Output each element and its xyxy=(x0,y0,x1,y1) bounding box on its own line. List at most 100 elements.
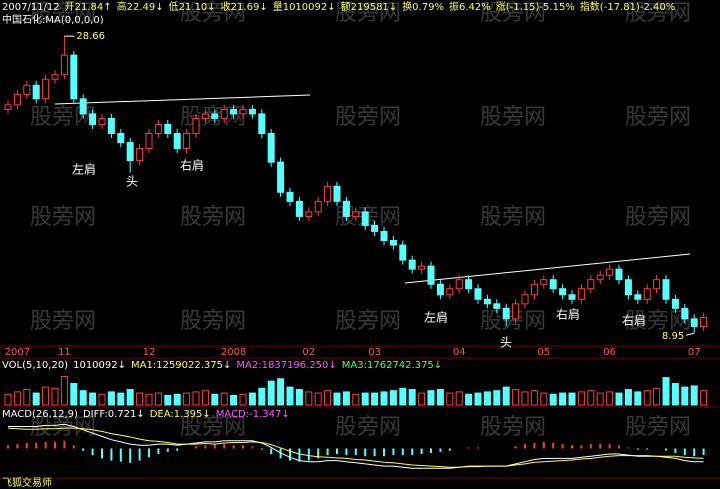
volume-bar xyxy=(342,391,350,406)
volume-bar xyxy=(314,392,322,406)
candle-body xyxy=(107,117,115,135)
candle-body xyxy=(164,123,172,135)
volume-bar xyxy=(559,392,567,406)
volume-bar xyxy=(549,393,557,406)
volume-bar xyxy=(89,392,97,406)
candle-body xyxy=(568,294,576,300)
candle-body xyxy=(192,117,200,135)
volume-bar xyxy=(681,386,689,406)
volume-bar xyxy=(530,390,538,406)
header-item: 开21.84↑ xyxy=(65,2,112,13)
x-tick-label: 02 xyxy=(302,347,315,358)
candle-body xyxy=(634,294,642,300)
volume-bar xyxy=(192,391,200,406)
volume-bar xyxy=(418,392,426,406)
footer: 飞狐交易师 xyxy=(2,476,52,489)
header-item: DIFF:0.721↓ xyxy=(83,409,145,420)
volume-bar xyxy=(201,390,209,406)
volume-bar xyxy=(671,383,679,406)
candle-body xyxy=(389,240,397,246)
candle-body xyxy=(465,279,473,290)
candle-body xyxy=(615,268,623,281)
volume-bar xyxy=(248,392,256,406)
header-item: MA1:1259022.375↓ xyxy=(131,360,231,371)
volume-bar xyxy=(361,392,369,406)
macd-line xyxy=(7,427,704,468)
volume-bar xyxy=(23,389,31,406)
watermark: 股旁网 xyxy=(480,205,546,230)
header-item: DEA:1.395↓ xyxy=(150,409,211,420)
x-tick-label: 04 xyxy=(453,347,466,358)
header-item: 涨(-1.15)-5.15% xyxy=(496,1,575,13)
candle-body xyxy=(32,84,40,100)
candle-body xyxy=(690,318,698,327)
x-tick-label: 03 xyxy=(368,347,381,358)
volume-bar xyxy=(577,391,585,406)
header-item: 2007/11/12 xyxy=(2,2,60,13)
volume-bar xyxy=(211,393,219,406)
volume-bar xyxy=(653,387,661,406)
candle-body xyxy=(577,288,585,300)
candle-body xyxy=(371,224,379,232)
candle-body xyxy=(79,98,87,115)
volume-header: VOL(5,10,20) 1010092↓ MA1:1259022.375↓ MA2:… xyxy=(2,360,442,371)
watermark: 股旁网 xyxy=(30,205,96,230)
volume-bar xyxy=(286,386,294,406)
x-tick-label: 05 xyxy=(537,347,550,358)
candle-body xyxy=(154,123,162,135)
candle-body xyxy=(549,279,557,290)
candle-body xyxy=(4,104,12,110)
volume-bar xyxy=(700,390,708,406)
neckline xyxy=(54,94,311,105)
header-item: MACD(26,12,9) xyxy=(2,409,78,420)
candle-body xyxy=(60,54,68,76)
watermark: 股旁网 xyxy=(335,105,401,130)
candle-body xyxy=(559,288,567,296)
volume-bar xyxy=(324,390,332,406)
volume-bar xyxy=(145,393,153,406)
candle-body xyxy=(408,259,416,270)
candle-body xyxy=(42,78,50,100)
candle-body xyxy=(183,133,191,150)
candle-body xyxy=(587,279,595,290)
candle-body xyxy=(23,84,31,95)
header-item: 指数(-17.81)-2.40% xyxy=(580,0,675,13)
watermark: 股旁网 xyxy=(180,415,246,440)
volume-bar xyxy=(333,392,341,406)
volume-bar xyxy=(596,392,604,406)
volume-bar xyxy=(126,389,134,406)
header-item: 量1010092↓ xyxy=(273,1,336,13)
volume-bar xyxy=(107,391,115,406)
watermark: 股旁网 xyxy=(480,415,546,440)
annotation: 左肩 xyxy=(424,310,448,325)
watermark: 股旁网 xyxy=(335,415,401,440)
header-item: 收21.69↓ xyxy=(221,0,268,13)
candle-body xyxy=(352,211,360,217)
candle-body xyxy=(267,133,275,163)
watermark: 股旁网 xyxy=(335,309,401,334)
candle-body xyxy=(653,279,661,290)
volume-bar xyxy=(587,390,595,406)
volume-bar xyxy=(427,390,435,406)
candle-body xyxy=(380,230,388,242)
candle-body xyxy=(512,303,520,320)
candle-body xyxy=(333,185,341,202)
header-item: 高22.49↓ xyxy=(117,0,164,13)
candle-body xyxy=(361,211,369,226)
volume-bar xyxy=(371,392,379,406)
header-item: VOL(5,10,20) xyxy=(2,360,68,371)
candle-body xyxy=(126,142,134,162)
volume-bar xyxy=(465,393,473,406)
volume-bar xyxy=(98,393,106,406)
volume-bar xyxy=(399,387,407,406)
candle-body xyxy=(474,288,482,300)
volume-bar xyxy=(568,392,576,406)
annotation: 右肩 xyxy=(556,307,580,322)
volume-bar xyxy=(446,392,454,406)
candle-body xyxy=(624,279,632,296)
volume-bar xyxy=(295,389,303,406)
candle-body xyxy=(70,54,78,100)
header-item: MA3:1762742.375↓ xyxy=(342,360,442,371)
candle-body xyxy=(98,117,106,125)
candle-body xyxy=(258,113,266,135)
